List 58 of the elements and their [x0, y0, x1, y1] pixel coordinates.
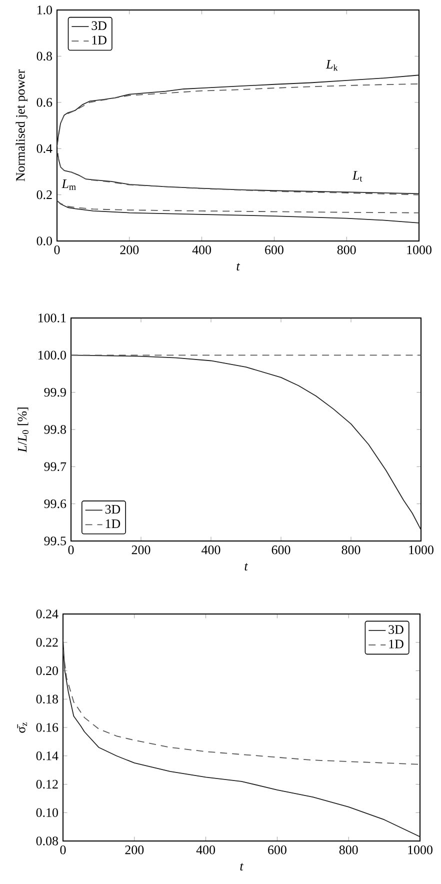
- y-tick-label: 100.0: [38, 350, 66, 360]
- x-tick-label: 1000: [409, 546, 434, 554]
- y-tick-label: 0.2: [36, 190, 52, 200]
- x-tick-label: 400: [202, 546, 220, 554]
- y-tick-label: 0.16: [36, 723, 58, 732]
- y-tick-label: 0.0: [36, 236, 52, 246]
- annotation: L$_{k}$: [326, 60, 338, 71]
- y-tick-label: 0.10: [36, 808, 58, 818]
- legend-label: 1D: [92, 36, 106, 44]
- line-series: [57, 200, 420, 214]
- y-tick-label: 0.8: [36, 52, 52, 61]
- annotation: L$_{m}$: [62, 180, 76, 190]
- y-tick-label: 99.9: [44, 388, 66, 397]
- x-tick-label: 0: [54, 246, 60, 254]
- y-tick-label: 0.22: [36, 638, 58, 647]
- x-tick-label: 200: [120, 246, 139, 254]
- y-tick-label: 0.4: [36, 144, 52, 153]
- legend-label: 3D: [388, 625, 404, 634]
- x-axis-title: t: [236, 263, 240, 270]
- x-tick-label: 600: [272, 546, 290, 554]
- legend-label: 3D: [92, 21, 106, 30]
- x-tick-label: 800: [337, 246, 356, 254]
- y-tick-label: 0.20: [36, 666, 58, 676]
- x-tick-label: 400: [196, 846, 216, 854]
- legend-label: 3D: [105, 504, 120, 514]
- y-tick-label: 0.08: [36, 836, 58, 846]
- y-tick-label: 99.7: [44, 462, 66, 472]
- y-tick-label: 0.14: [36, 751, 58, 760]
- x-axis-title: t: [244, 563, 248, 570]
- y-tick-label: 99.6: [44, 499, 66, 508]
- y-tick-label: 99.5: [44, 536, 66, 546]
- line-series: [63, 649, 420, 765]
- line-series: [57, 200, 420, 224]
- x-tick-label: 1000: [408, 846, 432, 854]
- y-tick-label: 0.6: [36, 98, 52, 107]
- annotation: L$_{t}$: [352, 171, 362, 182]
- x-tick-label: 600: [265, 246, 284, 254]
- y-tick-label: 0.24: [36, 610, 58, 618]
- x-tick-label: 1000: [407, 246, 432, 254]
- line-series: [63, 639, 420, 838]
- y-tick-label: 1.0: [37, 6, 52, 14]
- x-tick-label: 400: [192, 246, 212, 254]
- y-tick-label: 0.18: [36, 694, 58, 704]
- x-tick-label: 600: [268, 846, 286, 854]
- x-tick-label: 0: [60, 846, 66, 854]
- y-tick-label: 99.8: [44, 425, 66, 434]
- legend-label: 1D: [389, 640, 404, 648]
- legend-label: 1D: [106, 519, 120, 528]
- y-tick-label: 100.1: [38, 314, 66, 322]
- x-tick-label: 200: [125, 846, 144, 854]
- x-tick-label: 200: [132, 546, 150, 554]
- x-tick-label: 0: [68, 546, 74, 554]
- y-axis-title: Normalised jet power: [16, 69, 28, 182]
- x-tick-label: 800: [339, 846, 358, 854]
- y-tick-label: 0.12: [36, 780, 58, 789]
- x-axis-title: t: [240, 863, 244, 871]
- y-axis-title: σ̄$_{z}$: [17, 722, 27, 733]
- x-tick-label: 800: [342, 546, 360, 554]
